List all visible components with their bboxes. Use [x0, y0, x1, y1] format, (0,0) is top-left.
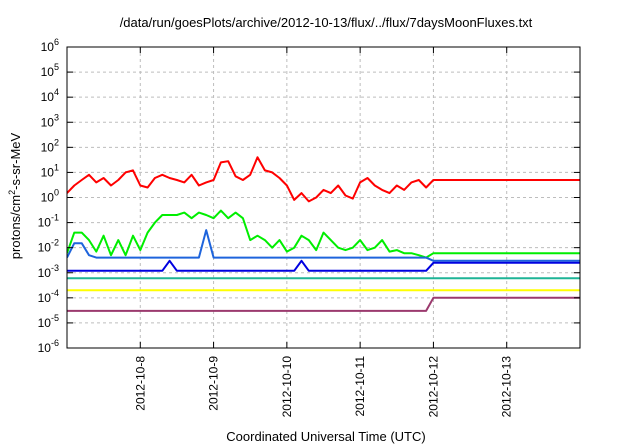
y-tick-exp: 3: [54, 112, 59, 122]
y-tick-label: 10-3: [38, 263, 59, 280]
series-line-7: [67, 296, 580, 312]
y-tick-exp: 6: [54, 37, 59, 47]
x-tick-label: 2012-10-13: [500, 356, 514, 418]
x-tick-label: 2012-10-9: [207, 356, 221, 411]
x-tick-label: 2012-10-8: [133, 356, 147, 411]
y-tick-base: 10: [41, 165, 55, 179]
y-tick-exp: -1: [51, 213, 59, 223]
y-tick-base: 10: [41, 40, 55, 54]
y-axis-title-rest: -s-sr-MeV: [8, 132, 23, 189]
y-tick-exp: -5: [51, 313, 59, 323]
y-tick-exp: -6: [51, 338, 59, 348]
y-tick-base: 10: [41, 191, 55, 205]
y-tick-label: 10-5: [38, 313, 59, 330]
y-axis-title-main: protons/cm: [8, 195, 23, 259]
y-tick-base: 10: [38, 216, 52, 230]
y-tick-base: 10: [41, 90, 55, 104]
y-tick-exp: -4: [51, 288, 59, 298]
y-tick-base: 10: [41, 140, 55, 154]
y-tick-exp: 2: [54, 137, 59, 147]
y-tick-label: 101: [41, 162, 59, 179]
y-tick-base: 10: [38, 316, 52, 330]
y-tick-label: 10-6: [38, 338, 59, 355]
y-tick-label: 10-1: [38, 213, 59, 230]
y-tick-label: 10-2: [38, 238, 59, 255]
y-tick-exp: 1: [54, 162, 59, 172]
y-axis-title-sup: 2: [7, 190, 17, 195]
y-tick-base: 10: [41, 115, 55, 129]
y-tick-label: 10-4: [38, 288, 59, 305]
series-line-3: [67, 229, 580, 262]
x-axis: 2012-10-8 2012-10-9 2012-10-10 2012-10-11 20…: [133, 47, 514, 418]
series-line-2: [67, 209, 580, 259]
y-tick-base: 10: [41, 65, 55, 79]
plot-frame: [66, 46, 581, 349]
y-axis: 10-610-510-410-310-210-11001011021031041…: [38, 37, 580, 355]
x-axis-title: Coordinated Universal Time (UTC): [226, 429, 425, 444]
y-tick-exp: -3: [51, 263, 59, 273]
y-tick-exp: 0: [54, 188, 59, 198]
y-tick-exp: -2: [51, 238, 59, 248]
y-tick-base: 10: [38, 241, 52, 255]
y-tick-label: 104: [41, 87, 59, 104]
series-line-4: [67, 259, 580, 272]
x-tick-label: 2012-10-11: [353, 356, 367, 417]
y-axis-title: protons/cm2-s-sr-MeV: [7, 132, 23, 259]
y-tick-base: 10: [38, 341, 52, 355]
series-layer: [67, 156, 580, 312]
series-line-1: [67, 156, 580, 203]
y-tick-base: 10: [38, 266, 52, 280]
grid-lines: [67, 47, 580, 348]
x-tick-label: 2012-10-10: [280, 356, 294, 418]
y-tick-label: 105: [41, 62, 59, 79]
x-tick-label: 2012-10-12: [426, 356, 440, 418]
y-tick-exp: 5: [54, 62, 59, 72]
y-tick-label: 106: [41, 37, 59, 54]
y-tick-exp: 4: [54, 87, 59, 97]
y-tick-base: 10: [38, 291, 52, 305]
y-tick-label: 100: [41, 188, 59, 205]
chart-title: /data/run/goesPlots/archive/2012-10-13/f…: [120, 15, 533, 30]
y-tick-label: 103: [41, 112, 59, 129]
y-tick-label: 102: [41, 137, 59, 154]
